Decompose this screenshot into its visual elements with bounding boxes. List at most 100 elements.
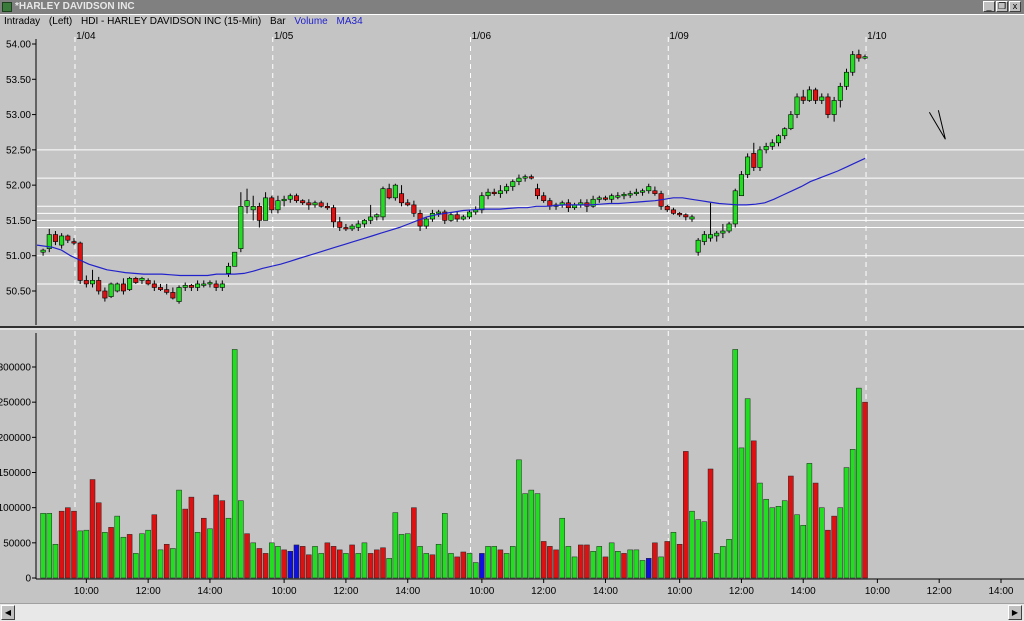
chart-header: Intraday (Left) HDI - HARLEY DAVIDSON IN… xyxy=(4,16,369,28)
candle-body xyxy=(528,176,534,179)
volume-bar xyxy=(336,549,343,579)
volume-bar xyxy=(565,546,572,579)
candle-body xyxy=(281,198,287,202)
volume-bar xyxy=(713,553,720,579)
candle-body xyxy=(337,221,343,228)
candle-body xyxy=(133,277,139,283)
volume-bar xyxy=(429,554,436,579)
candle-body xyxy=(479,195,485,211)
volume-bar xyxy=(231,349,238,579)
candle-body xyxy=(714,232,720,237)
volume-bars xyxy=(40,349,868,579)
candle-body xyxy=(207,282,213,285)
candle-body xyxy=(405,202,411,206)
volume-bar xyxy=(781,500,788,579)
volume-tick-label: 200000 xyxy=(0,433,31,444)
volume-bar xyxy=(726,539,732,579)
volume-bar xyxy=(491,546,497,579)
candle-body xyxy=(127,277,133,290)
header-scale: (Left) xyxy=(48,16,73,27)
volume-bar xyxy=(596,546,603,579)
header-mode: Intraday xyxy=(4,16,41,27)
candle-body xyxy=(213,283,219,288)
candle-body xyxy=(738,174,744,197)
candle-body xyxy=(695,239,701,253)
header-volume-label: Volume xyxy=(294,16,328,27)
candle-body xyxy=(485,191,491,197)
volume-bar xyxy=(188,496,195,579)
candle-body xyxy=(497,190,503,194)
volume-bar xyxy=(639,560,646,579)
volume-bar xyxy=(460,551,467,579)
volume-bar xyxy=(738,447,745,579)
candle-body xyxy=(850,54,856,73)
candle-body xyxy=(324,206,330,209)
candle-body xyxy=(195,283,201,288)
volume-bar xyxy=(522,493,528,579)
volume-bar xyxy=(819,507,825,579)
volume-tick-label: 100000 xyxy=(0,503,31,514)
volume-bar xyxy=(831,515,837,579)
volume-bar xyxy=(757,482,763,579)
close-button[interactable]: x xyxy=(1009,1,1021,12)
scroll-right-button[interactable]: ▶ xyxy=(1008,605,1022,620)
volume-bar xyxy=(744,398,751,579)
date-label: 1/05 xyxy=(274,31,294,42)
horizontal-scrollbar[interactable]: ◀ ▶ xyxy=(0,603,1024,621)
candle-body xyxy=(244,200,250,207)
time-label: 12:00 xyxy=(333,586,358,597)
time-label: 14:00 xyxy=(197,586,222,597)
volume-bar xyxy=(472,562,479,579)
price-tick-label: 52.00 xyxy=(6,181,31,192)
app-icon xyxy=(2,2,12,12)
candle-body xyxy=(52,234,58,242)
chart-svg[interactable]: 54.00 53.50 53.00 52.50 52.00 51.50 51.00 50.50… xyxy=(0,15,1024,604)
candle-body xyxy=(615,195,621,198)
candle-body xyxy=(491,191,497,194)
restore-button[interactable]: ❐ xyxy=(996,1,1008,12)
candle-body xyxy=(460,216,466,220)
minimize-button[interactable]: _ xyxy=(983,1,995,12)
chart-area[interactable]: 54.00 53.50 53.00 52.50 52.00 51.50 51.00 50.50… xyxy=(0,14,1024,604)
volume-bar xyxy=(825,529,831,579)
time-label: 14:00 xyxy=(593,586,618,597)
volume-bar xyxy=(510,546,516,579)
candle-body xyxy=(300,200,306,204)
candle-body xyxy=(788,114,794,129)
candle-body xyxy=(256,206,262,221)
volume-bar xyxy=(732,349,738,579)
volume-bar xyxy=(139,533,145,579)
volume-bar xyxy=(571,556,578,579)
price-tick-label: 53.00 xyxy=(6,110,31,121)
candle-body xyxy=(831,100,837,115)
candle-body xyxy=(151,283,157,288)
candle-body xyxy=(423,218,429,227)
candle-body xyxy=(158,287,164,290)
candle-body xyxy=(287,195,293,200)
volume-bar xyxy=(627,549,633,579)
volume-bar xyxy=(361,542,368,579)
scroll-left-button[interactable]: ◀ xyxy=(1,605,15,620)
price-tick-label: 50.50 xyxy=(6,286,31,297)
volume-bar xyxy=(380,547,386,579)
volume-bar xyxy=(454,556,460,579)
candle-body xyxy=(312,202,318,206)
volume-bar xyxy=(40,513,46,579)
window-title: *HARLEY DAVIDSON INC xyxy=(15,1,135,12)
candle-body xyxy=(664,206,670,211)
candle-body xyxy=(176,287,182,302)
candle-body xyxy=(219,283,225,288)
time-label: 14:00 xyxy=(395,586,420,597)
volume-tick-label: 0 xyxy=(25,574,31,585)
candle-body xyxy=(745,156,751,175)
candle-body xyxy=(120,283,126,292)
date-label: 1/09 xyxy=(669,31,689,42)
volume-bar xyxy=(392,512,399,579)
candle-body xyxy=(275,200,281,211)
date-label: 1/10 xyxy=(867,31,887,42)
volume-bar xyxy=(194,532,201,579)
candle-body xyxy=(263,197,269,221)
volume-bar xyxy=(769,507,776,579)
ma34-line xyxy=(36,157,866,277)
time-label: 10:00 xyxy=(74,586,99,597)
